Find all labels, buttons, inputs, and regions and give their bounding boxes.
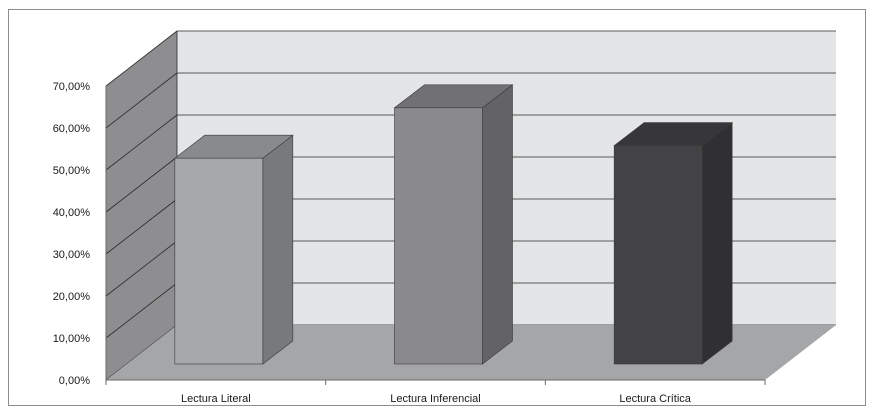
chart-frame	[8, 9, 866, 406]
gridline-side	[105, 30, 178, 87]
y-tick-label: 0,00%	[59, 375, 90, 387]
bar-lectura-cr-tica	[613, 121, 734, 365]
gridline-side	[105, 240, 178, 297]
y-tick-label: 20,00%	[53, 291, 91, 303]
gridline-side	[105, 198, 178, 255]
bar-front	[613, 145, 703, 365]
x-tick-label: Lectura Inferencial	[390, 393, 481, 405]
x-tick-label: Lectura Literal	[181, 393, 251, 405]
bar-side	[701, 121, 733, 365]
bar-lectura-inferencial	[393, 84, 514, 365]
y-axis-tick-labels: 0,00% 10,00% 20,00% 30,00% 40,00% 50,00% 60,00…	[53, 81, 91, 387]
side-wall	[106, 31, 177, 380]
bar-front	[394, 107, 483, 365]
x-axis	[105, 86, 766, 385]
y-tick-label: 30,00%	[53, 249, 91, 261]
y-tick-label: 40,00%	[53, 207, 91, 219]
gridline-side	[105, 114, 178, 171]
bars	[173, 84, 734, 365]
gridline-side	[105, 282, 178, 339]
y-tick-label: 50,00%	[53, 165, 91, 177]
x-axis-category-labels: Lectura Literal Lectura Inferencial Lectur…	[181, 393, 692, 405]
y-tick-label: 60,00%	[53, 123, 91, 135]
x-tick-label: Lectura Crítica	[619, 393, 691, 405]
gridline-side	[105, 156, 178, 213]
bar-side	[262, 134, 294, 365]
bar-lectura-literal	[173, 134, 294, 365]
bar-side	[482, 84, 513, 365]
y-tick-label: 70,00%	[53, 81, 91, 93]
gridline-side	[105, 72, 178, 129]
y-tick-label: 10,00%	[53, 333, 91, 345]
bar-front	[174, 157, 264, 365]
